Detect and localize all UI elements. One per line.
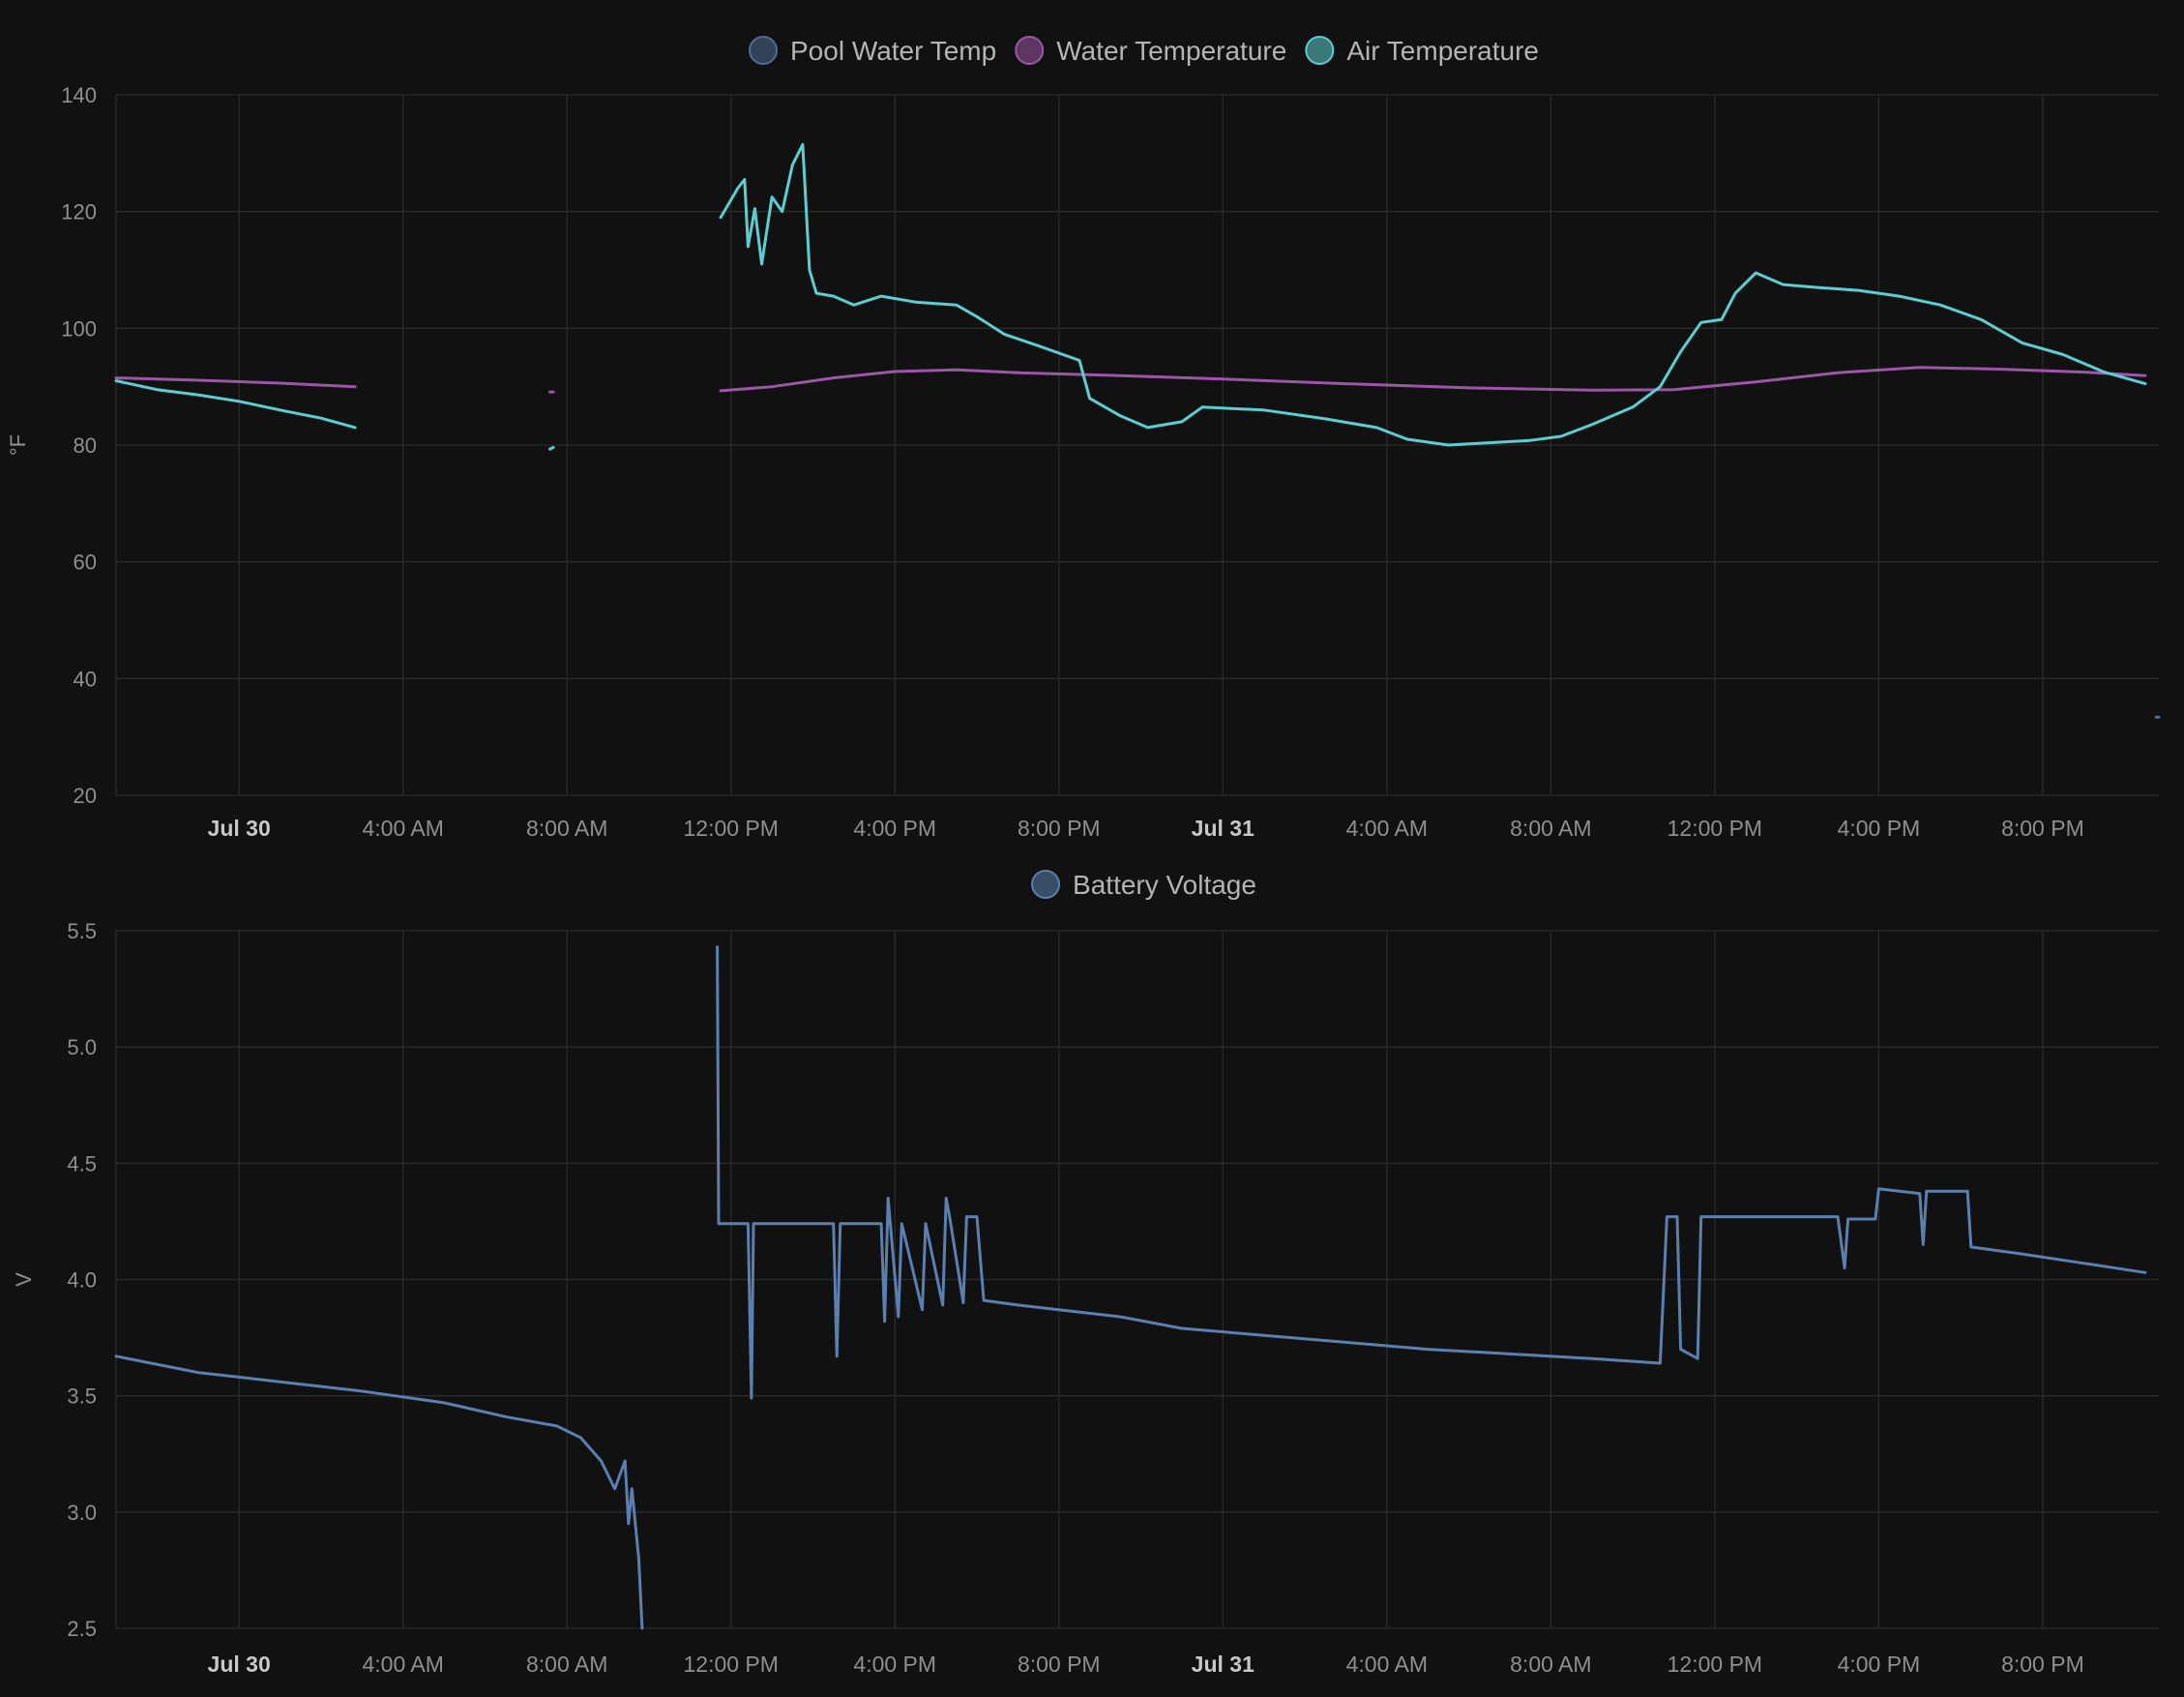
- y-tick-label: 80: [74, 433, 97, 458]
- legend-item[interactable]: Battery Voltage: [1031, 870, 1256, 900]
- x-tick-label: 4:00 AM: [362, 816, 443, 841]
- grid: [115, 930, 2159, 1629]
- series-water-temperature: [114, 366, 2147, 394]
- legend-label: Pool Water Temp: [790, 36, 996, 66]
- y-tick-label: 4.0: [67, 1268, 97, 1293]
- series-line: [114, 379, 357, 430]
- x-tick-label: 8:00 PM: [2001, 1652, 2084, 1677]
- x-tick-label: 4:00 AM: [1346, 816, 1428, 841]
- legend-swatch: [749, 36, 778, 65]
- x-tick-label: 8:00 AM: [1510, 816, 1591, 841]
- y-tick-label: 20: [74, 784, 97, 808]
- legend-swatch: [1015, 36, 1045, 65]
- series-line: [548, 445, 555, 451]
- legend-label: Battery Voltage: [1073, 870, 1256, 900]
- x-tick-label: 8:00 AM: [1510, 1652, 1591, 1677]
- battery-voltage-chart: 2.5 3.0 3.5 4.0 4.5 5.0 5.5 Jul 30 4:00 AM 8:00 A…: [12, 870, 2159, 1677]
- y-tick-label: 3.0: [67, 1501, 97, 1525]
- series-line: [114, 376, 357, 389]
- series-line: [719, 366, 2147, 393]
- x-tick-label: 12:00 PM: [683, 816, 778, 841]
- legend-swatch: [1305, 36, 1335, 65]
- x-tick-label: 8:00 AM: [526, 1652, 607, 1677]
- x-tick-label: 4:00 PM: [853, 816, 936, 841]
- y-tick-label: 5.5: [67, 919, 97, 943]
- legend-item[interactable]: Water Temperature: [1015, 36, 1286, 66]
- y-tick-label: 60: [74, 551, 97, 575]
- x-tick-label: 4:00 PM: [1838, 1652, 1921, 1677]
- series-air-temperature: [114, 142, 2147, 451]
- legend-label: Water Temperature: [1056, 36, 1286, 66]
- x-tick-label: 8:00 AM: [526, 816, 607, 841]
- y-tick-label: 120: [61, 200, 97, 224]
- series-line: [719, 142, 2147, 447]
- x-tick-label: Jul 31: [1192, 816, 1254, 841]
- series-line: [114, 1355, 644, 1630]
- y-tick-label: 2.5: [67, 1617, 97, 1641]
- x-tick-label: Jul 30: [208, 816, 271, 841]
- series-battery-voltage: [114, 945, 2147, 1630]
- legend-swatch: [1031, 870, 1061, 899]
- x-tick-label: 4:00 AM: [1346, 1652, 1428, 1677]
- y-axis-unit: °F: [6, 434, 30, 456]
- legend-item[interactable]: Air Temperature: [1305, 36, 1539, 66]
- y-tick-label: 40: [74, 667, 97, 691]
- y-tick-label: 100: [61, 316, 97, 341]
- x-tick-label: Jul 31: [1192, 1652, 1254, 1677]
- x-tick-label: Jul 30: [208, 1652, 271, 1677]
- y-tick-label: 5.0: [67, 1035, 97, 1059]
- legend-label: Air Temperature: [1346, 36, 1539, 66]
- y-tick-label: 3.5: [67, 1384, 97, 1409]
- x-tick-label: 8:00 PM: [2001, 816, 2084, 841]
- x-tick-label: 8:00 PM: [1018, 816, 1101, 841]
- x-tick-label: 12:00 PM: [683, 1652, 778, 1677]
- legend-item[interactable]: Pool Water Temp: [749, 36, 996, 66]
- x-tick-label: 4:00 PM: [853, 1652, 936, 1677]
- legend: Pool Water Temp Water Temperature Air Temp…: [749, 36, 1539, 66]
- y-axis-unit: V: [12, 1272, 36, 1287]
- x-tick-label: 12:00 PM: [1668, 816, 1762, 841]
- x-tick-label: 12:00 PM: [1668, 1652, 1762, 1677]
- y-tick-label: 4.5: [67, 1151, 97, 1176]
- x-tick-label: 4:00 AM: [362, 1652, 443, 1677]
- y-tick-label: 140: [61, 83, 97, 107]
- temperature-chart: 20 40 60 80 100 120 140 Jul 30 4:00 AM 8:00 AM 12:…: [6, 36, 2161, 841]
- series-line: [716, 945, 2147, 1400]
- grid: [115, 94, 2159, 796]
- legend: Battery Voltage: [1031, 870, 1256, 900]
- x-tick-label: 4:00 PM: [1838, 816, 1921, 841]
- x-tick-label: 8:00 PM: [1018, 1652, 1101, 1677]
